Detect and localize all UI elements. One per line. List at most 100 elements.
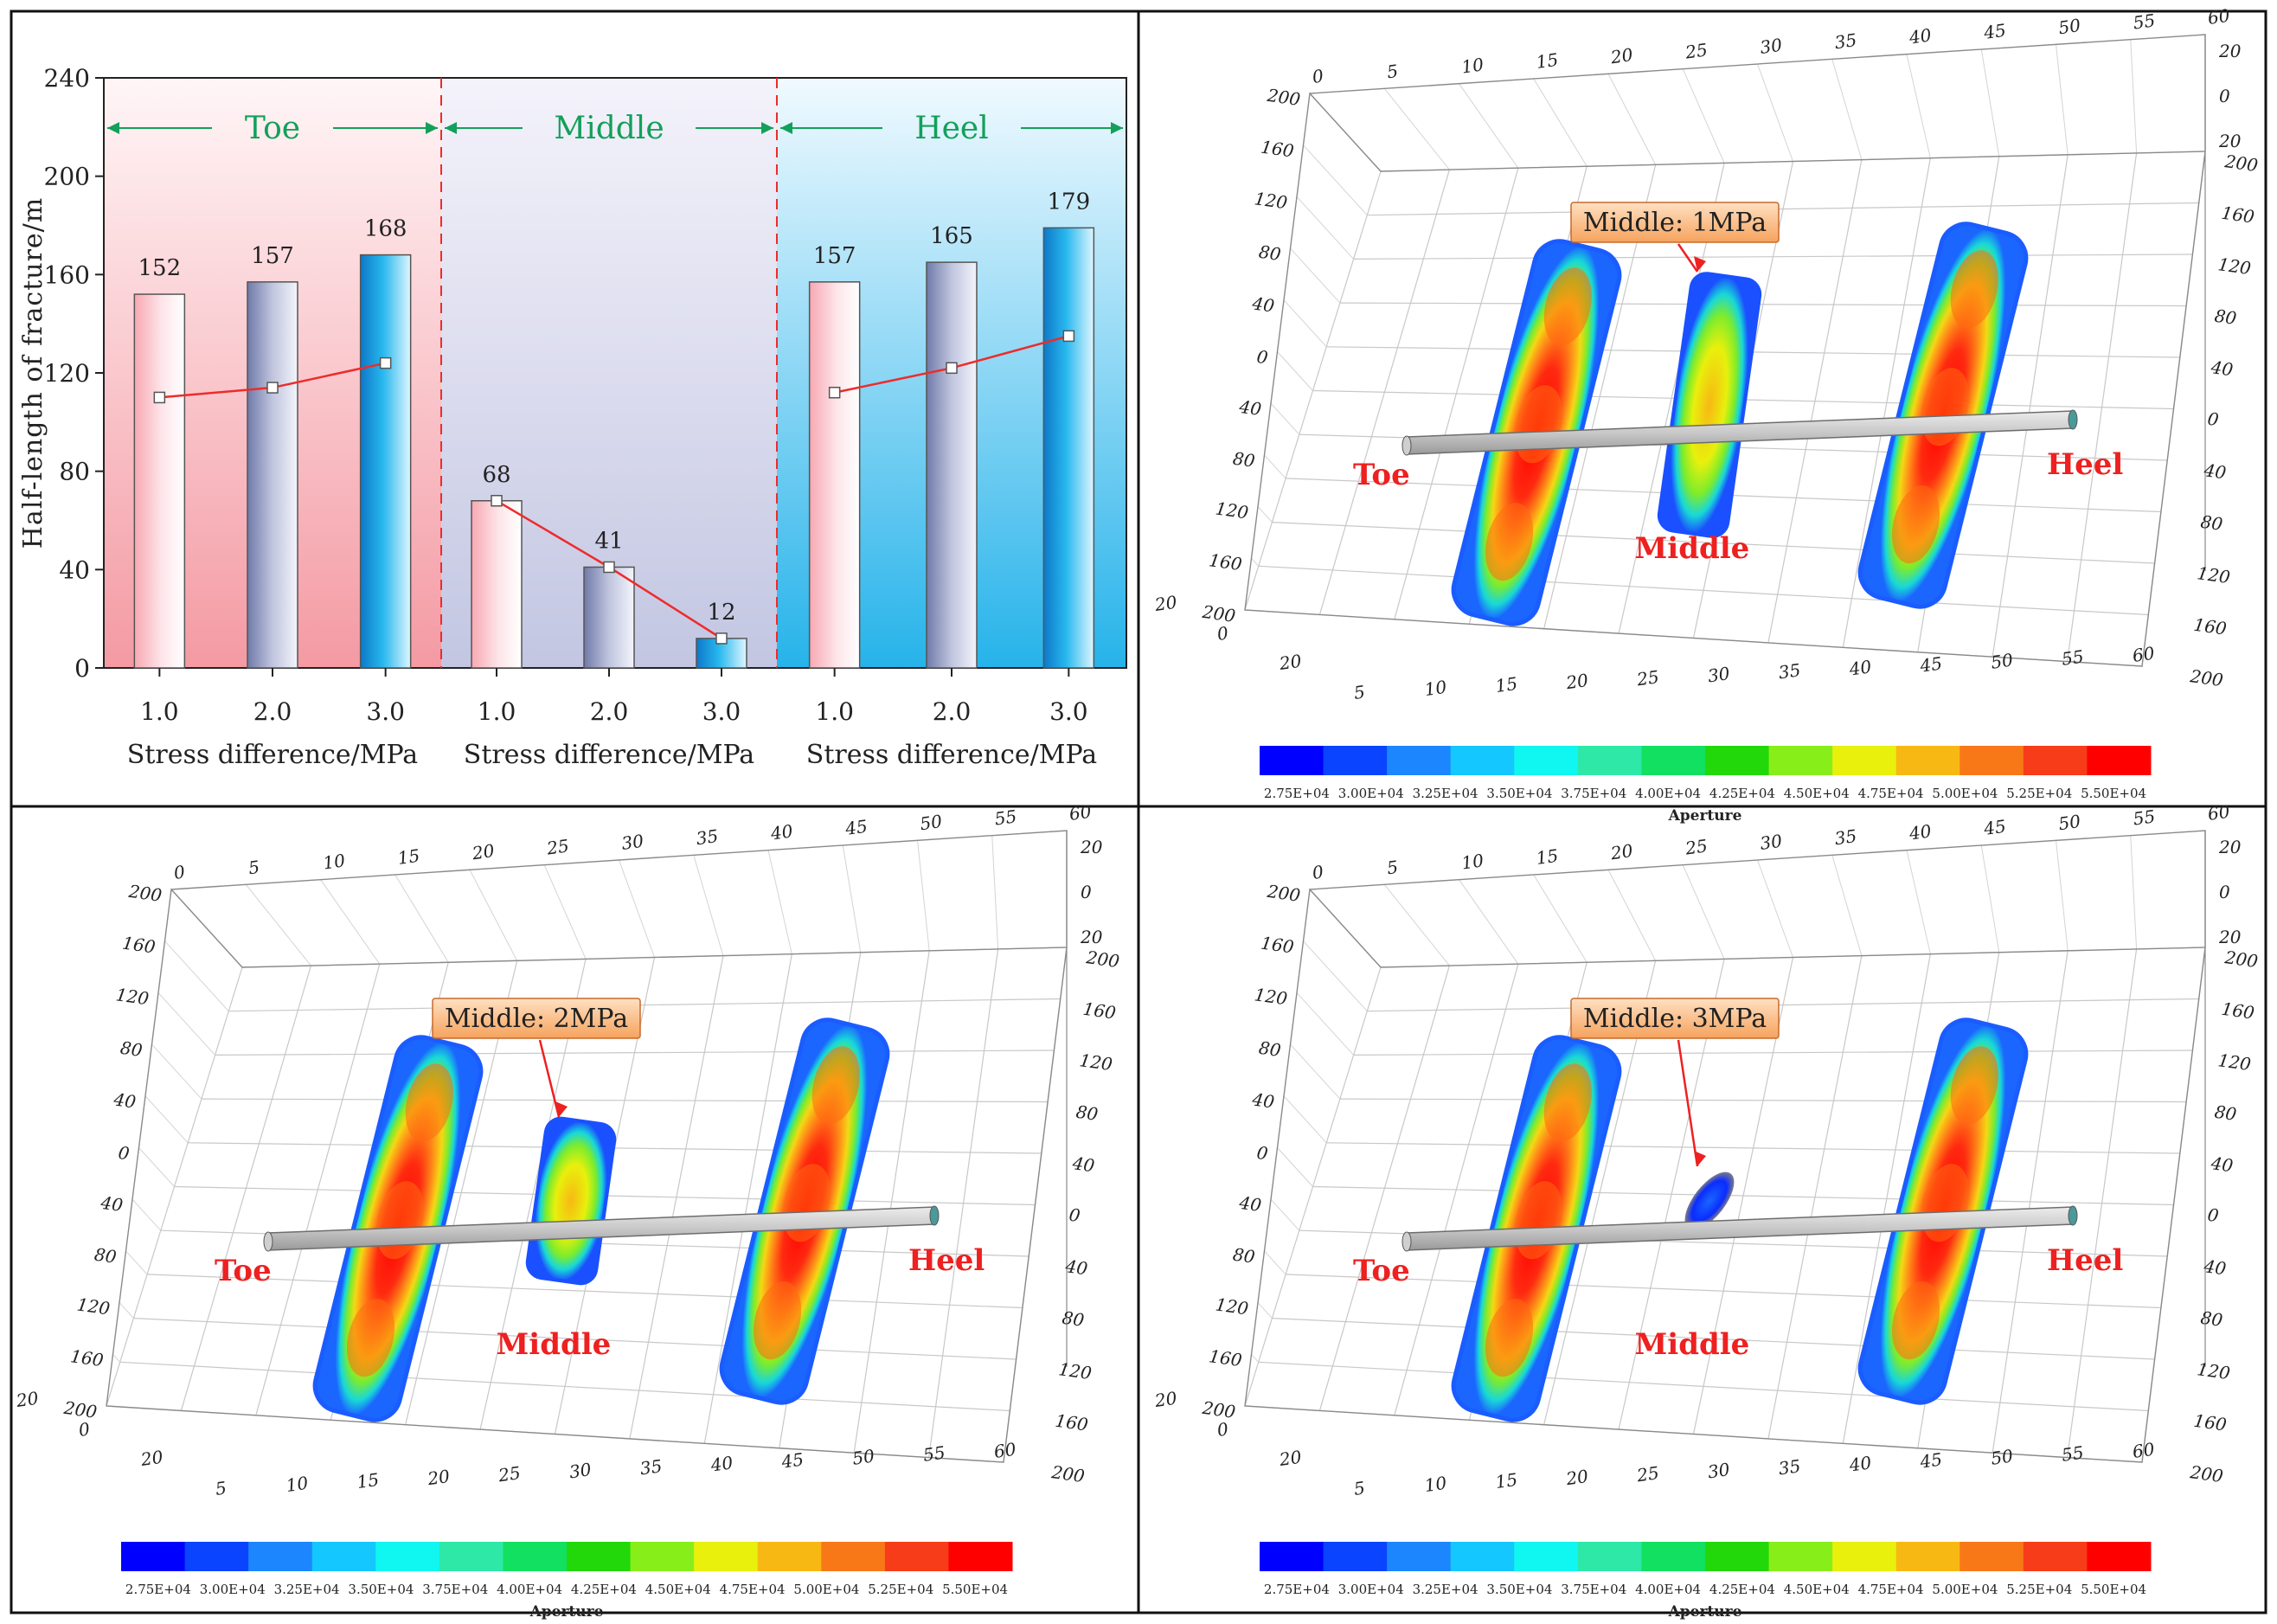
x-tick-label: 1.0 [478,697,516,726]
trend-point [603,561,615,574]
colorbar-label: 3.25E+04 [274,1582,340,1597]
grid-line [1251,1353,1260,1363]
x-tick-label: 1.0 [140,697,179,726]
right-tick-label: 80 [2199,511,2224,535]
bottom-tick-label: 50 [1990,1445,2015,1468]
right-tick-label: 160 [1054,1410,1089,1435]
grid-line [1290,247,1341,304]
right-tick-label: 0 [1068,1204,1081,1227]
bottom-tick-label: 50 [1990,649,2015,672]
colorbar-swatch [439,1542,504,1571]
colorbar-swatch [757,1542,822,1571]
fracture-panel: 0 5 10 15 20 25 30 35 40 45 50 55 602001601208040040… [1152,801,2259,1621]
colorbar-swatch [1641,746,1706,775]
group-labels-layer: Toe Stress difference/MPa Middle Stress dif… [107,111,1123,770]
grid-line [119,1361,1010,1412]
right-tick-label: 0 [2206,1204,2220,1227]
y-tick-label: 120 [44,359,90,388]
bottom-tick-label: 30 [1706,1459,1731,1482]
box-frame [1244,830,2206,1463]
callout-arrow-head [555,1101,568,1117]
top-tick-label: 35 [695,825,720,849]
grid-line [1906,850,1931,954]
top-tick-label: 25 [545,835,571,858]
right-tick-label: 120 [2216,1050,2252,1075]
heel-label: Heel [908,1243,985,1278]
colorbar-swatch [1450,1542,1515,1571]
colorbar-swatch [2023,1542,2088,1571]
grid-line [164,940,229,1012]
fracture-body [1657,272,1762,538]
right-tick-label: 200 [1084,947,1120,972]
right-tick-label: 200 [1049,1461,1086,1486]
right-tick-label: 160 [2220,998,2255,1024]
trend-point [153,391,166,404]
grid-line [1383,884,1450,966]
grid-line [693,855,724,956]
bottom-tick-label: 35 [638,1455,664,1479]
x-tick-label: 2.0 [590,697,629,726]
colorbar-swatch [311,1542,376,1571]
left-tick-label: 80 [1258,241,1283,265]
bottom-tick-label: 35 [1777,659,1802,683]
colorbar-swatch [1641,1542,1706,1571]
aperture-hotspot [1891,485,1940,564]
aperture-hotspot [1950,1046,1998,1125]
grid-line [1980,844,2000,953]
bottom-tick-label: 0 [1215,1418,1229,1441]
wellbore-end [929,1205,940,1226]
toe-label: Toe [1353,458,1410,492]
top-tick-label: 60 [1068,801,1093,825]
grid-line [1270,402,1300,435]
bar [1042,227,1095,669]
bottom-tick-label: 25 [1635,1462,1661,1486]
top-tick-label: 10 [1460,850,1485,873]
right-tick-label: 120 [1057,1358,1093,1383]
colorbar-label: 4.50E+04 [1784,1582,1850,1597]
bottom-tick-label: 15 [1494,1469,1519,1492]
x-axis-label: Stress difference/MPa [464,740,755,770]
right-tick-label: 40 [2202,459,2228,483]
bottom-tick-label: 20 [426,1466,452,1489]
left-tick-label: 200 [61,1397,98,1422]
aperture-hotspot [1485,503,1534,581]
colorbar-swatch [1768,746,1833,775]
grid-line [991,835,999,949]
colorbar-title: Aperture [529,1603,604,1621]
grid-line [1339,302,2187,307]
right-tick-label: 160 [2192,1410,2228,1435]
group-name: Middle [554,111,664,146]
bar-value-label: 157 [251,243,294,269]
callout-text: Middle: 1MPa [1583,208,1767,238]
top-tick-label: 15 [1535,49,1560,73]
right-tick-label: 0 [2206,408,2220,431]
colorbar-label: 2.75E+04 [125,1582,191,1597]
grid-line [917,840,930,951]
right-top-tick-label: 20 [2218,837,2242,857]
grid-line [619,859,655,958]
fracture-body [525,1116,617,1286]
grid-line [245,884,311,966]
middle-label: Middle [1635,1327,1750,1362]
bottom-tick-label: 15 [1494,673,1519,696]
right-tick-label: 120 [2216,254,2252,279]
right-tick-label: 80 [2199,1307,2224,1331]
middle-fracture [1657,272,1762,538]
top-tick-label: 0 [1311,65,1325,87]
x-tick-label: 1.0 [815,697,854,726]
wellbore-end [2068,1205,2078,1226]
grid-line [1383,88,1450,170]
colorbar-label: 4.00E+04 [1635,1582,1701,1597]
grid-line [1367,202,2199,216]
grid-line [1277,1147,1313,1187]
colorbar-swatch [1705,1542,1770,1571]
right-tick-label: 40 [2202,1255,2228,1279]
bottom-tick-label: 45 [1918,1448,1944,1472]
colorbar-swatch [1514,1542,1579,1571]
bottom-tick-label: 20 [138,1447,164,1470]
colorbar-swatch [121,1542,186,1571]
grid-line [1831,855,1863,956]
right-top-tick-label: 0 [1081,882,1092,902]
colorbar-label: 4.50E+04 [1784,786,1850,801]
arrow-head-right [1111,122,1123,134]
